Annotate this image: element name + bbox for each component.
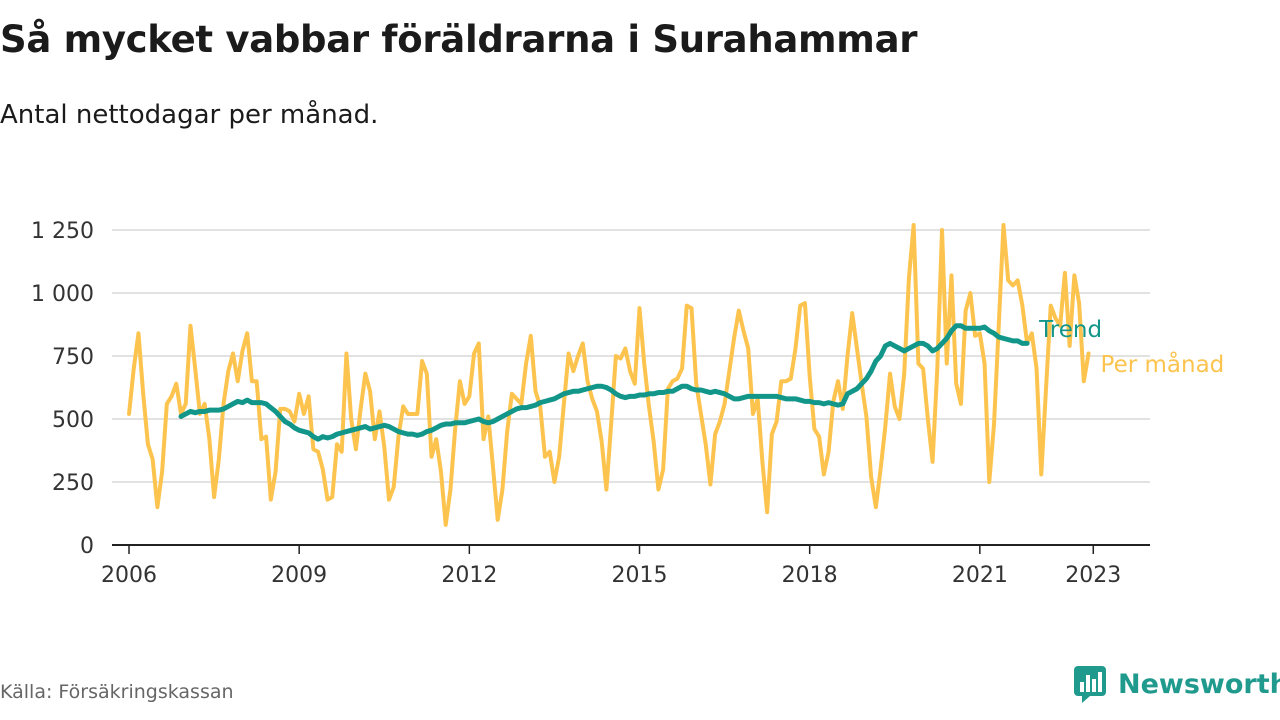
chart-subtitle: Antal nettodagar per månad. xyxy=(0,100,379,130)
y-tick-label: 500 xyxy=(52,408,94,433)
y-axis-ticks: 0 250 500 750 1 000 1 250 xyxy=(31,219,94,559)
x-tick-label: 2018 xyxy=(782,563,838,588)
series-labels: Trend Per månad xyxy=(1038,317,1224,378)
series-label-trend: Trend xyxy=(1038,317,1102,343)
brand-name: Newsworthy xyxy=(1118,668,1280,700)
y-tick-label: 750 xyxy=(52,345,94,370)
series-label-per-manad: Per månad xyxy=(1101,350,1225,378)
grid-lines xyxy=(112,229,1150,483)
series-line-per-manad xyxy=(127,222,1091,527)
x-tick-label: 2006 xyxy=(101,563,157,588)
source-note: Källa: Försäkringskassan xyxy=(0,681,234,703)
x-tick-label: 2015 xyxy=(612,563,668,588)
x-axis: 2006 2009 2012 2015 2018 2021 2023 xyxy=(101,544,1150,588)
x-tick-label: 2012 xyxy=(441,563,497,588)
series-line-trend xyxy=(178,323,1030,442)
y-tick-label: 1 000 xyxy=(31,282,94,307)
x-tick-label: 2021 xyxy=(952,563,1008,588)
y-tick-label: 1 250 xyxy=(31,219,94,244)
brand-logo[interactable]: Newsworthy xyxy=(1072,664,1280,704)
y-tick-label: 0 xyxy=(80,534,94,559)
series-lines xyxy=(127,222,1091,527)
x-tick-label: 2023 xyxy=(1065,563,1121,588)
chart-title: Så mycket vabbar föräldrarna i Surahamma… xyxy=(0,18,918,61)
x-tick-label: 2009 xyxy=(271,563,327,588)
newsworthy-bar-chart-logo-icon xyxy=(1074,666,1106,703)
y-tick-label: 250 xyxy=(52,471,94,496)
